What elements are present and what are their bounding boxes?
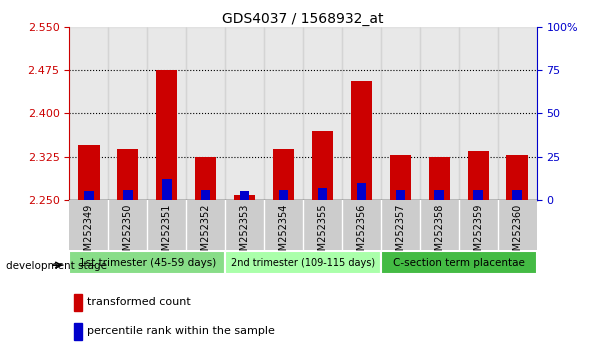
Bar [74,323,83,340]
Bar [156,70,177,200]
Bar [162,179,171,200]
Bar [147,27,186,200]
Bar [74,294,83,311]
Bar [186,27,225,200]
Bar [201,190,210,200]
Bar [117,149,139,200]
Text: GSM252357: GSM252357 [396,204,405,263]
Bar [356,183,366,200]
Text: GSM252349: GSM252349 [84,204,94,263]
Text: 1st trimester (45-59 days): 1st trimester (45-59 days) [78,258,216,268]
Bar [69,251,225,274]
Bar [123,190,133,200]
Bar [273,149,294,200]
Bar [473,190,483,200]
Bar [420,27,459,200]
Bar [429,156,450,200]
Text: GSM252353: GSM252353 [239,204,250,263]
Text: transformed count: transformed count [87,297,191,307]
Text: GSM252352: GSM252352 [201,204,210,263]
Text: GSM252359: GSM252359 [473,204,483,263]
Text: development stage: development stage [6,261,107,271]
Bar [435,190,444,200]
Text: GSM252350: GSM252350 [123,204,133,263]
Bar [396,190,405,200]
Text: GSM252360: GSM252360 [512,204,522,263]
Bar [318,188,327,200]
Bar [78,145,99,200]
Bar [234,195,255,200]
Text: GSM252356: GSM252356 [356,204,367,263]
Bar [351,81,372,200]
Bar [312,131,333,200]
Bar [390,155,411,200]
Bar [225,251,381,274]
Bar [225,27,264,200]
Text: C-section term placentae: C-section term placentae [393,258,525,268]
Bar [240,191,250,200]
Bar [279,190,288,200]
Text: GSM252354: GSM252354 [279,204,289,263]
Text: GSM252355: GSM252355 [317,204,327,263]
Bar [303,27,342,200]
Bar [264,27,303,200]
Bar [459,27,497,200]
Bar [381,27,420,200]
Bar [69,27,109,200]
Text: percentile rank within the sample: percentile rank within the sample [87,326,275,336]
Bar [342,27,381,200]
Text: GSM252358: GSM252358 [434,204,444,263]
Bar [195,156,216,200]
Text: 2nd trimester (109-115 days): 2nd trimester (109-115 days) [231,258,375,268]
Bar [467,151,489,200]
Bar [109,27,147,200]
Bar [507,155,528,200]
Title: GDS4037 / 1568932_at: GDS4037 / 1568932_at [223,12,384,25]
Bar [513,190,522,200]
Text: GSM252351: GSM252351 [162,204,172,263]
Bar [497,27,537,200]
Bar [84,191,93,200]
Bar [381,251,537,274]
